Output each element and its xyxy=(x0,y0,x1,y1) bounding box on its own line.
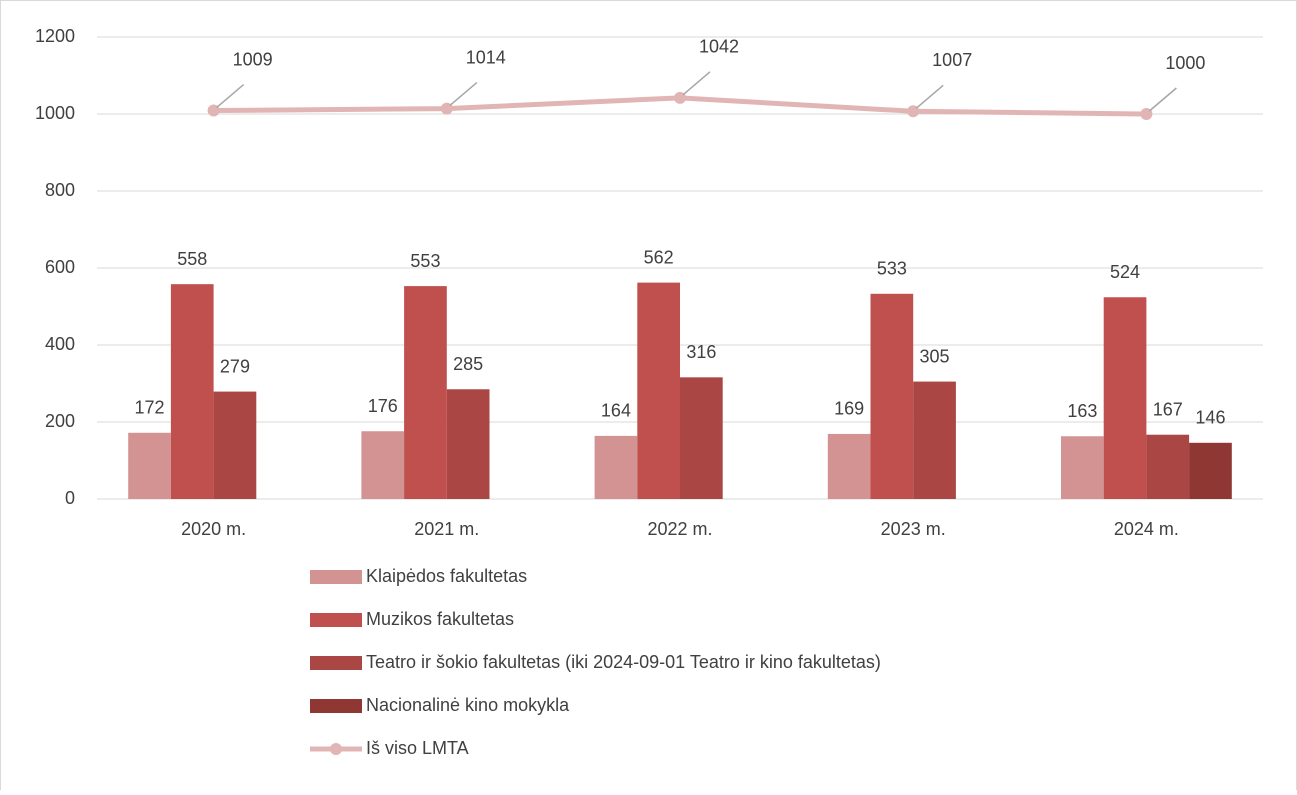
leader-line xyxy=(682,71,711,96)
x-tick-label: 2022 m. xyxy=(647,519,712,539)
bar-value-label: 558 xyxy=(177,249,207,269)
legend-swatch xyxy=(310,570,362,584)
legend-marker xyxy=(330,743,342,755)
bar-value-label: 279 xyxy=(220,356,250,376)
bar-value-label: 305 xyxy=(920,346,950,366)
bar-value-label: 285 xyxy=(453,354,483,374)
y-tick-label: 1200 xyxy=(35,26,75,46)
y-tick-label: 800 xyxy=(45,180,75,200)
legend-swatch xyxy=(310,613,362,627)
bar-value-label: 553 xyxy=(410,251,440,271)
legend-swatch xyxy=(310,699,362,713)
bar xyxy=(1189,442,1232,499)
bar xyxy=(913,381,956,499)
bar xyxy=(1061,436,1104,499)
y-tick-label: 1000 xyxy=(35,103,75,123)
leader-line xyxy=(216,83,245,109)
bar-value-label: 562 xyxy=(644,247,674,267)
bar xyxy=(1103,297,1147,499)
bar xyxy=(446,389,490,499)
bar xyxy=(1146,434,1190,499)
leader-line xyxy=(1148,87,1177,112)
y-tick-label: 0 xyxy=(65,488,75,508)
bar xyxy=(404,286,447,499)
x-tick-label: 2020 m. xyxy=(181,519,246,539)
legend-label: Klaipėdos fakultetas xyxy=(366,566,527,586)
legend-label: Teatro ir šokio fakultetas (iki 2024-09-… xyxy=(366,652,881,672)
line-value-label: 1000 xyxy=(1165,53,1205,73)
bar xyxy=(361,431,405,499)
bar xyxy=(594,435,638,499)
bar xyxy=(170,284,214,499)
leader-line xyxy=(449,82,478,107)
bar xyxy=(213,391,257,499)
bar xyxy=(827,433,871,499)
bar-value-label: 169 xyxy=(834,399,864,419)
line-value-label: 1014 xyxy=(466,47,506,67)
x-tick-label: 2021 m. xyxy=(414,519,479,539)
legend-label: Muzikos fakultetas xyxy=(366,609,514,629)
x-tick-label: 2024 m. xyxy=(1114,519,1179,539)
bar-value-label: 316 xyxy=(686,342,716,362)
bar-value-label: 164 xyxy=(601,401,631,421)
bar-value-label: 167 xyxy=(1153,399,1183,419)
y-tick-label: 200 xyxy=(45,411,75,431)
bar-value-label: 163 xyxy=(1067,401,1097,421)
bar-value-label: 533 xyxy=(877,259,907,279)
bar-value-label: 172 xyxy=(135,398,165,418)
y-tick-label: 600 xyxy=(45,257,75,277)
legend-label: Nacionalinė kino mokykla xyxy=(366,695,570,715)
x-tick-label: 2023 m. xyxy=(881,519,946,539)
y-tick-label: 400 xyxy=(45,334,75,354)
bar xyxy=(128,432,171,499)
leader-line xyxy=(915,84,944,109)
bar-value-label: 524 xyxy=(1110,262,1140,282)
legend-label: Iš viso LMTA xyxy=(366,738,469,758)
line-value-label: 1007 xyxy=(932,50,972,70)
bar xyxy=(680,377,723,499)
legend-swatch xyxy=(310,656,362,670)
line-value-label: 1009 xyxy=(233,49,273,69)
line-value-label: 1042 xyxy=(699,37,739,57)
bar xyxy=(870,293,914,499)
bar xyxy=(637,282,680,499)
bar-value-label: 146 xyxy=(1195,408,1225,428)
bar-value-label: 176 xyxy=(368,396,398,416)
